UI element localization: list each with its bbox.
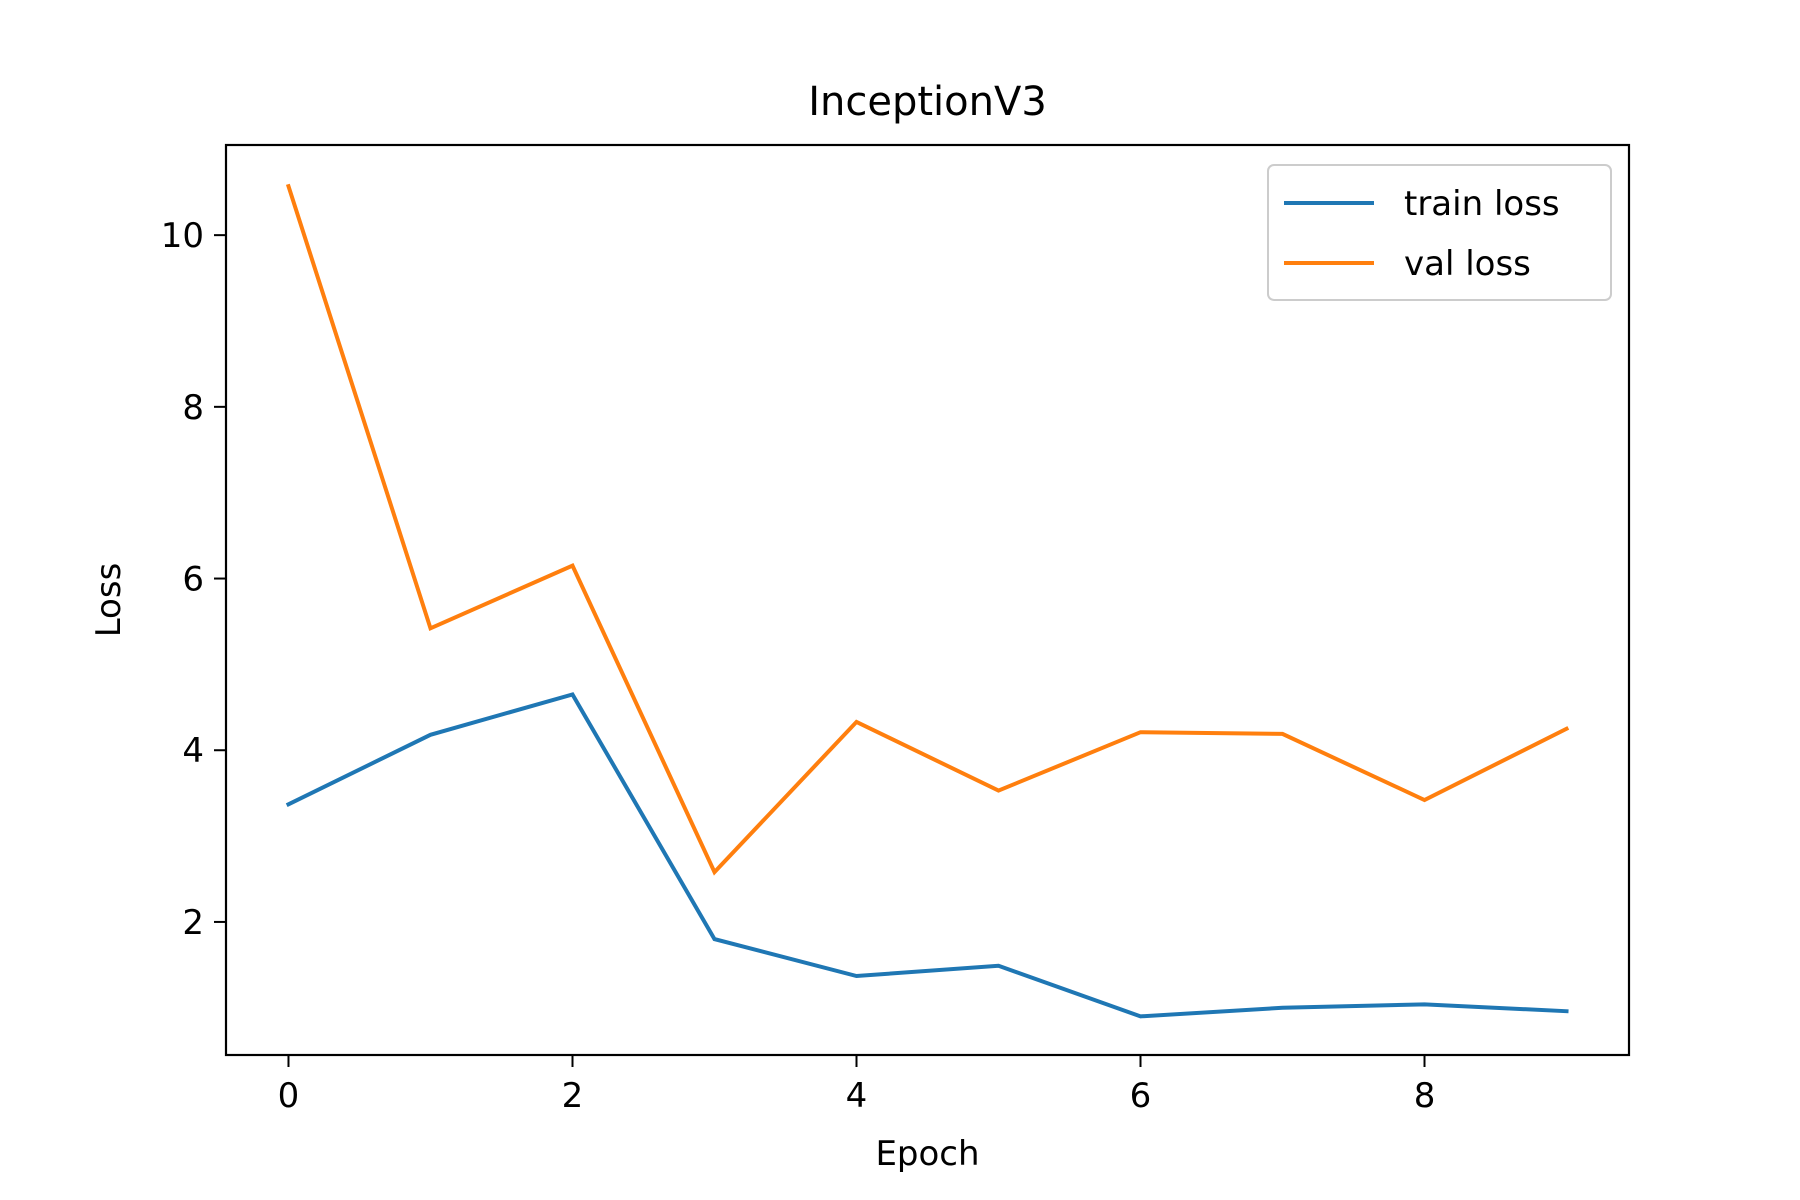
- y-axis: 2 4 6 8 10: [161, 216, 226, 943]
- chart-title: InceptionV3: [808, 79, 1047, 125]
- series-line-val-loss: [285, 183, 1570, 876]
- x-axis-label: Epoch: [875, 1134, 979, 1174]
- series-line-train-loss: [285, 692, 1569, 1019]
- y-tick-label: 6: [182, 560, 204, 600]
- y-tick-label: 4: [182, 731, 204, 771]
- legend-label-train-loss: train loss: [1404, 184, 1560, 224]
- x-tick-label: 8: [1414, 1076, 1436, 1116]
- y-tick-label: 2: [182, 903, 204, 943]
- legend-box: [1267, 164, 1612, 301]
- legend-label-val-loss: val loss: [1404, 244, 1531, 284]
- y-tick-label: 10: [161, 216, 204, 256]
- x-tick-label: 4: [846, 1076, 868, 1116]
- series-layer: [285, 183, 1570, 1019]
- x-tick-label: 2: [562, 1076, 584, 1116]
- x-tick-label: 6: [1130, 1076, 1152, 1116]
- x-tick-label: 0: [278, 1076, 300, 1116]
- y-axis-label: Loss: [89, 563, 129, 638]
- plot-frame: [224, 143, 1631, 1057]
- legend: train loss val loss: [1267, 164, 1612, 301]
- y-tick-label: 8: [182, 388, 204, 428]
- x-axis: 0 2 4 6 8: [278, 1055, 1436, 1116]
